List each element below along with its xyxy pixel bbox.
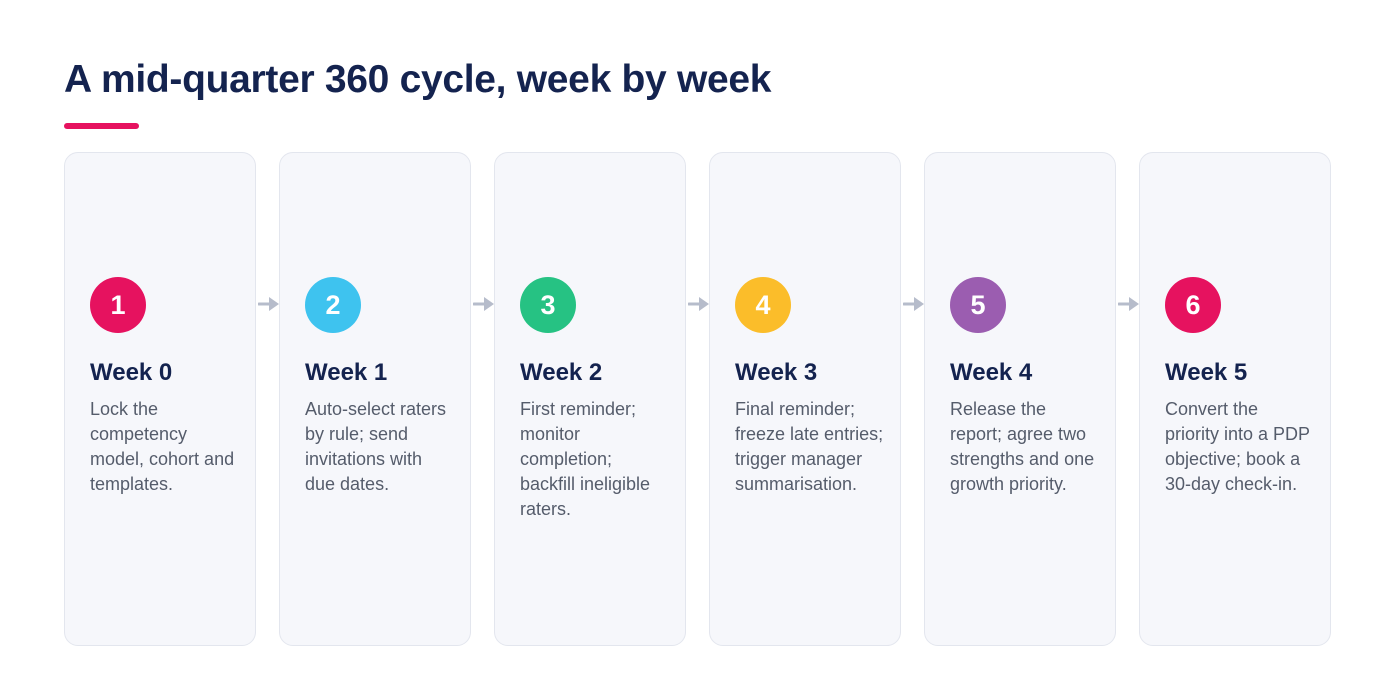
step-number-badge: 1 [90,277,146,333]
step-card-6: 6 Week 5 Convert the priority into a PDP… [1139,152,1331,646]
arrow-right-icon [688,297,709,311]
step-card-2: 2 Week 1 Auto-select raters by rule; sen… [279,152,471,646]
arrow-right-icon [903,297,924,311]
title-underline [64,123,139,129]
step-description: Lock the competency model, cohort and te… [90,399,235,494]
arrow-right-icon [1118,297,1139,311]
page-title: A mid-quarter 360 cycle, week by week [64,58,772,101]
step-week-label: Week 3 [735,359,818,386]
step-description: First reminder; monitor completion; back… [520,399,651,519]
arrow-right-icon [258,297,279,311]
step-description: Convert the priority into a PDP objectiv… [1165,399,1310,494]
step-week-label: Week 0 [90,359,173,386]
step-card-3: 3 Week 2 First reminder; monitor complet… [494,152,686,646]
step-week-label: Week 2 [520,359,603,386]
step-number-badge: 2 [305,277,361,333]
step-week-label: Week 1 [305,359,388,386]
step-number-badge: 6 [1165,277,1221,333]
step-card-1: 1 Week 0 Lock the competency model, coho… [64,152,256,646]
step-card-4: 4 Week 3 Final reminder; freeze late ent… [709,152,901,646]
step-card-5: 5 Week 4 Release the report; agree two s… [924,152,1116,646]
step-number-badge: 4 [735,277,791,333]
step-week-label: Week 4 [950,359,1033,386]
step-description: Final reminder; freeze late entries; tri… [735,399,884,494]
step-number-badge: 5 [950,277,1006,333]
step-week-label: Week 5 [1165,359,1248,386]
step-description: Release the report; agree two strengths … [950,399,1095,494]
step-description: Auto-select raters by rule; send invitat… [305,399,447,494]
arrow-right-icon [473,297,494,311]
step-number-badge: 3 [520,277,576,333]
